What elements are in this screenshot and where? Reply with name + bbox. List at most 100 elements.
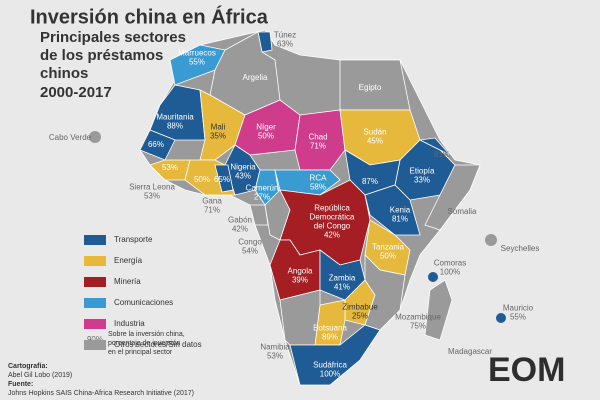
region-label: Chad <box>308 133 327 142</box>
region-label: Sudáfrica <box>313 361 347 370</box>
region-label: Cabo Verde <box>49 133 92 142</box>
country <box>139 129 176 161</box>
region-label: Marruecos <box>178 49 216 58</box>
region-label: 25% <box>352 312 368 321</box>
country <box>364 184 421 236</box>
region-label: Mauritania <box>156 113 194 122</box>
region-label: 55% <box>510 313 526 322</box>
region-label: Zimbabue <box>342 303 378 312</box>
legend-swatch <box>84 319 106 329</box>
region-label: 90% <box>87 335 103 344</box>
region-label: 53% <box>267 352 283 361</box>
region-label: 53% <box>162 163 178 172</box>
credit: Johns Hopkins SAIS China-Africa Research… <box>8 390 194 397</box>
legend-note: Sobre la inversión china, <box>108 331 185 338</box>
region-label: 65% <box>214 175 230 184</box>
region-label: 33% <box>414 176 430 185</box>
region-label: Sudán <box>363 128 386 137</box>
subtitle: de los préstamos <box>40 47 163 64</box>
subtitle: Principales sectores <box>40 29 186 46</box>
legend-swatch <box>84 340 106 350</box>
region-label: Tanzania <box>372 243 405 252</box>
island <box>89 131 101 143</box>
region-label: Zambia <box>329 274 356 283</box>
region-label: RCA <box>310 174 328 183</box>
region-label: Seychelles <box>501 244 540 253</box>
region-label: 35% <box>210 132 226 141</box>
region-label: 100% <box>440 268 460 277</box>
region-label: Mauricio <box>503 304 534 313</box>
region-label: 42% <box>232 225 248 234</box>
region-label: 87% <box>362 177 378 186</box>
region-label: Mali <box>211 123 226 132</box>
region-label: 45% <box>367 137 383 146</box>
region-label: República <box>314 204 350 213</box>
legend-swatch <box>84 298 106 308</box>
country <box>199 89 246 161</box>
logo: EOM <box>488 351 565 389</box>
island <box>496 313 506 323</box>
region-label: 43% <box>235 172 251 181</box>
region-label: Botsuana <box>313 324 347 333</box>
region-label: Sierra Leona <box>129 183 175 192</box>
region-label: Madagascar <box>448 347 492 356</box>
region-label: 88% <box>167 122 183 131</box>
region-label: 50% <box>194 175 210 184</box>
region-label: 27% <box>254 193 270 202</box>
region-label: Argelia <box>243 73 268 82</box>
region-label: 81% <box>434 150 450 159</box>
legend-swatch <box>84 256 106 266</box>
region-label: Namibia <box>260 343 290 352</box>
title: Inversión china en África <box>30 5 269 28</box>
region-label: 50% <box>380 252 396 261</box>
region-label: Congo <box>238 238 262 247</box>
region-label: 71% <box>204 206 220 215</box>
region-label: 63% <box>277 40 293 49</box>
legend-label: Energía <box>114 256 143 265</box>
region-label: 81% <box>392 215 408 224</box>
legend-swatch <box>84 277 106 287</box>
legend-label: Minería <box>114 277 141 286</box>
region-label: Gana <box>202 197 222 206</box>
legend-label: Otros sectores/Sin datos <box>114 340 202 349</box>
credit: Abel Gil Lobo (2019) <box>8 372 72 379</box>
region-label: 50% <box>258 132 274 141</box>
region-label: Comoras <box>434 259 466 268</box>
country <box>214 164 234 193</box>
country <box>424 279 453 341</box>
region-label: Níger <box>256 123 276 132</box>
country <box>418 137 451 156</box>
region-label: Nigeria <box>230 163 256 172</box>
region-label: Etiopía <box>410 167 435 176</box>
region-label: 58% <box>310 183 326 192</box>
subtitle: chinos <box>40 65 88 82</box>
credit-label: Cartografía: <box>8 363 48 370</box>
region-label: Somalia <box>448 207 477 216</box>
island <box>485 234 497 246</box>
country <box>279 289 321 346</box>
region-label: 66% <box>148 140 164 149</box>
region-label: 71% <box>310 142 326 151</box>
region-label: 42% <box>324 231 340 240</box>
region-label: Camerún <box>246 184 279 193</box>
legend-label: Transporte <box>114 235 153 244</box>
region-label: 41% <box>334 283 350 292</box>
region-label: 39% <box>292 276 308 285</box>
region-label: Túnez <box>274 31 296 40</box>
region-label: Angola <box>288 267 313 276</box>
region-label: 53% <box>144 192 160 201</box>
country <box>424 164 481 231</box>
subtitle: 2000-2017 <box>40 84 112 101</box>
region-label: 100% <box>320 370 340 379</box>
region-label: 55% <box>189 58 205 67</box>
legend-note: en el principal sector <box>108 349 173 356</box>
region-label: del Congo <box>314 222 351 231</box>
region-label: Egipto <box>359 83 382 92</box>
legend-label: Industria <box>114 319 145 328</box>
region-label: Democrática <box>310 213 355 222</box>
region-label: 54% <box>242 247 258 256</box>
region-label: 89% <box>322 333 338 342</box>
legend-note: porcentaje de inversión <box>108 340 180 347</box>
legend-label: Comunicaciones <box>114 298 173 307</box>
